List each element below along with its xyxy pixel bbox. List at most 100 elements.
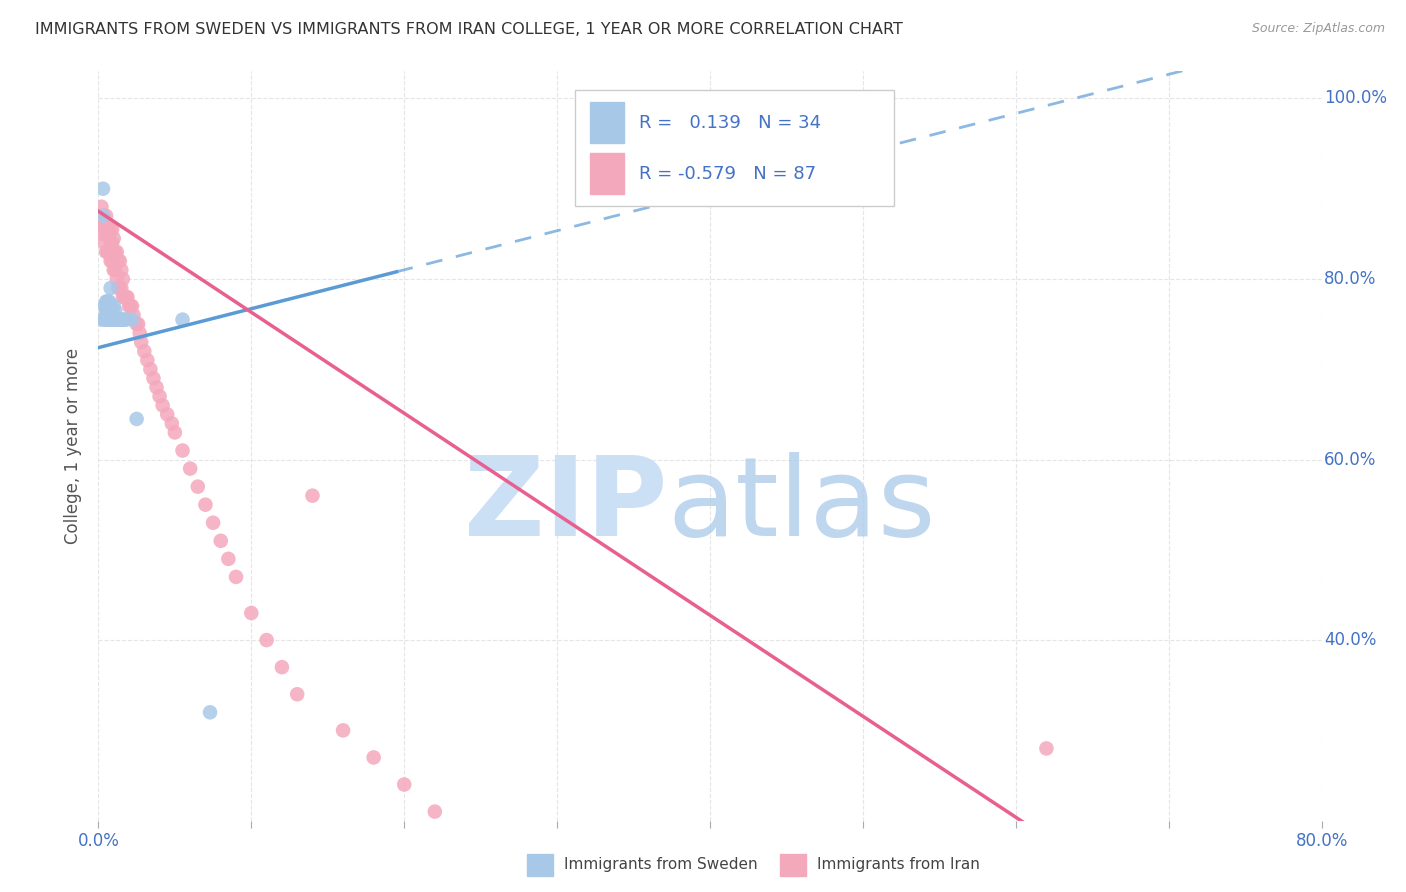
Point xyxy=(104,244,127,259)
Point xyxy=(1035,741,1057,756)
Bar xyxy=(591,153,624,194)
Point xyxy=(160,417,183,431)
Point xyxy=(101,303,124,318)
Point xyxy=(392,778,416,792)
Text: Source: ZipAtlas.com: Source: ZipAtlas.com xyxy=(1251,22,1385,36)
Point xyxy=(187,480,209,494)
Text: atlas: atlas xyxy=(668,452,936,559)
Point xyxy=(122,308,145,322)
Point xyxy=(93,312,115,326)
Text: 80.0%: 80.0% xyxy=(1324,270,1376,288)
Point xyxy=(104,312,127,326)
Point xyxy=(107,254,129,268)
Point xyxy=(90,218,112,232)
Point xyxy=(108,281,131,295)
Point xyxy=(121,299,143,313)
Point xyxy=(136,353,159,368)
Text: Immigrants from Sweden: Immigrants from Sweden xyxy=(564,857,758,872)
Point xyxy=(217,552,239,566)
Point xyxy=(111,272,134,286)
Point xyxy=(118,299,141,313)
Point xyxy=(107,281,129,295)
Point xyxy=(115,312,138,326)
Point xyxy=(121,312,143,326)
Point xyxy=(110,263,132,277)
Point xyxy=(198,706,221,720)
Point xyxy=(285,687,308,701)
Point xyxy=(94,227,117,241)
Text: 40.0%: 40.0% xyxy=(1324,632,1376,649)
Point xyxy=(98,312,121,326)
Point xyxy=(142,371,165,385)
Point xyxy=(129,335,152,350)
Point xyxy=(97,227,120,241)
Point xyxy=(94,244,117,259)
Point xyxy=(103,312,125,326)
Text: R =   0.139   N = 34: R = 0.139 N = 34 xyxy=(640,113,821,132)
FancyBboxPatch shape xyxy=(575,90,894,206)
Point xyxy=(134,344,156,359)
Point xyxy=(423,805,446,819)
Point xyxy=(100,299,122,313)
Point xyxy=(94,294,117,309)
Point xyxy=(111,312,134,326)
Point xyxy=(100,254,122,268)
Y-axis label: College, 1 year or more: College, 1 year or more xyxy=(65,348,83,544)
Point xyxy=(270,660,292,674)
Point xyxy=(108,254,131,268)
Point xyxy=(202,516,225,530)
Point xyxy=(94,312,117,326)
Point xyxy=(91,182,114,196)
Point xyxy=(103,231,125,245)
Point xyxy=(110,281,132,295)
Point xyxy=(97,303,120,318)
Point xyxy=(240,606,263,620)
Point xyxy=(93,235,115,250)
Point xyxy=(152,398,174,412)
Point xyxy=(117,290,139,304)
Point xyxy=(97,312,120,326)
Point xyxy=(546,868,568,882)
Point xyxy=(100,235,122,250)
Point xyxy=(101,235,124,250)
Point xyxy=(90,312,112,326)
Point xyxy=(90,200,112,214)
Point xyxy=(470,831,492,846)
Point xyxy=(97,244,120,259)
Point xyxy=(256,633,278,648)
Point xyxy=(104,263,127,277)
Bar xyxy=(591,102,624,144)
Point xyxy=(332,723,354,738)
Point xyxy=(101,222,124,236)
Point xyxy=(100,222,122,236)
Point xyxy=(105,272,128,286)
Point xyxy=(103,263,125,277)
Point xyxy=(145,380,167,394)
Point xyxy=(97,294,120,309)
Point xyxy=(94,303,117,318)
Point xyxy=(98,244,121,259)
Point xyxy=(101,312,124,326)
Point xyxy=(127,317,149,331)
Point xyxy=(91,227,114,241)
Point xyxy=(125,412,148,426)
Point xyxy=(128,326,150,340)
Point xyxy=(516,855,538,869)
Point xyxy=(363,750,385,764)
Point xyxy=(107,312,129,326)
Text: IMMIGRANTS FROM SWEDEN VS IMMIGRANTS FROM IRAN COLLEGE, 1 YEAR OR MORE CORRELATI: IMMIGRANTS FROM SWEDEN VS IMMIGRANTS FRO… xyxy=(35,22,903,37)
Point xyxy=(105,244,128,259)
Point xyxy=(100,281,122,295)
Point xyxy=(112,312,135,326)
Point xyxy=(172,443,194,458)
Point xyxy=(91,209,114,223)
Point xyxy=(110,312,132,326)
Point xyxy=(115,290,138,304)
Point xyxy=(101,254,124,268)
Point xyxy=(105,312,128,326)
Text: R = -0.579   N = 87: R = -0.579 N = 87 xyxy=(640,165,817,183)
Point xyxy=(301,489,323,503)
Point xyxy=(98,227,121,241)
Text: 100.0%: 100.0% xyxy=(1324,89,1388,107)
Point xyxy=(112,290,135,304)
